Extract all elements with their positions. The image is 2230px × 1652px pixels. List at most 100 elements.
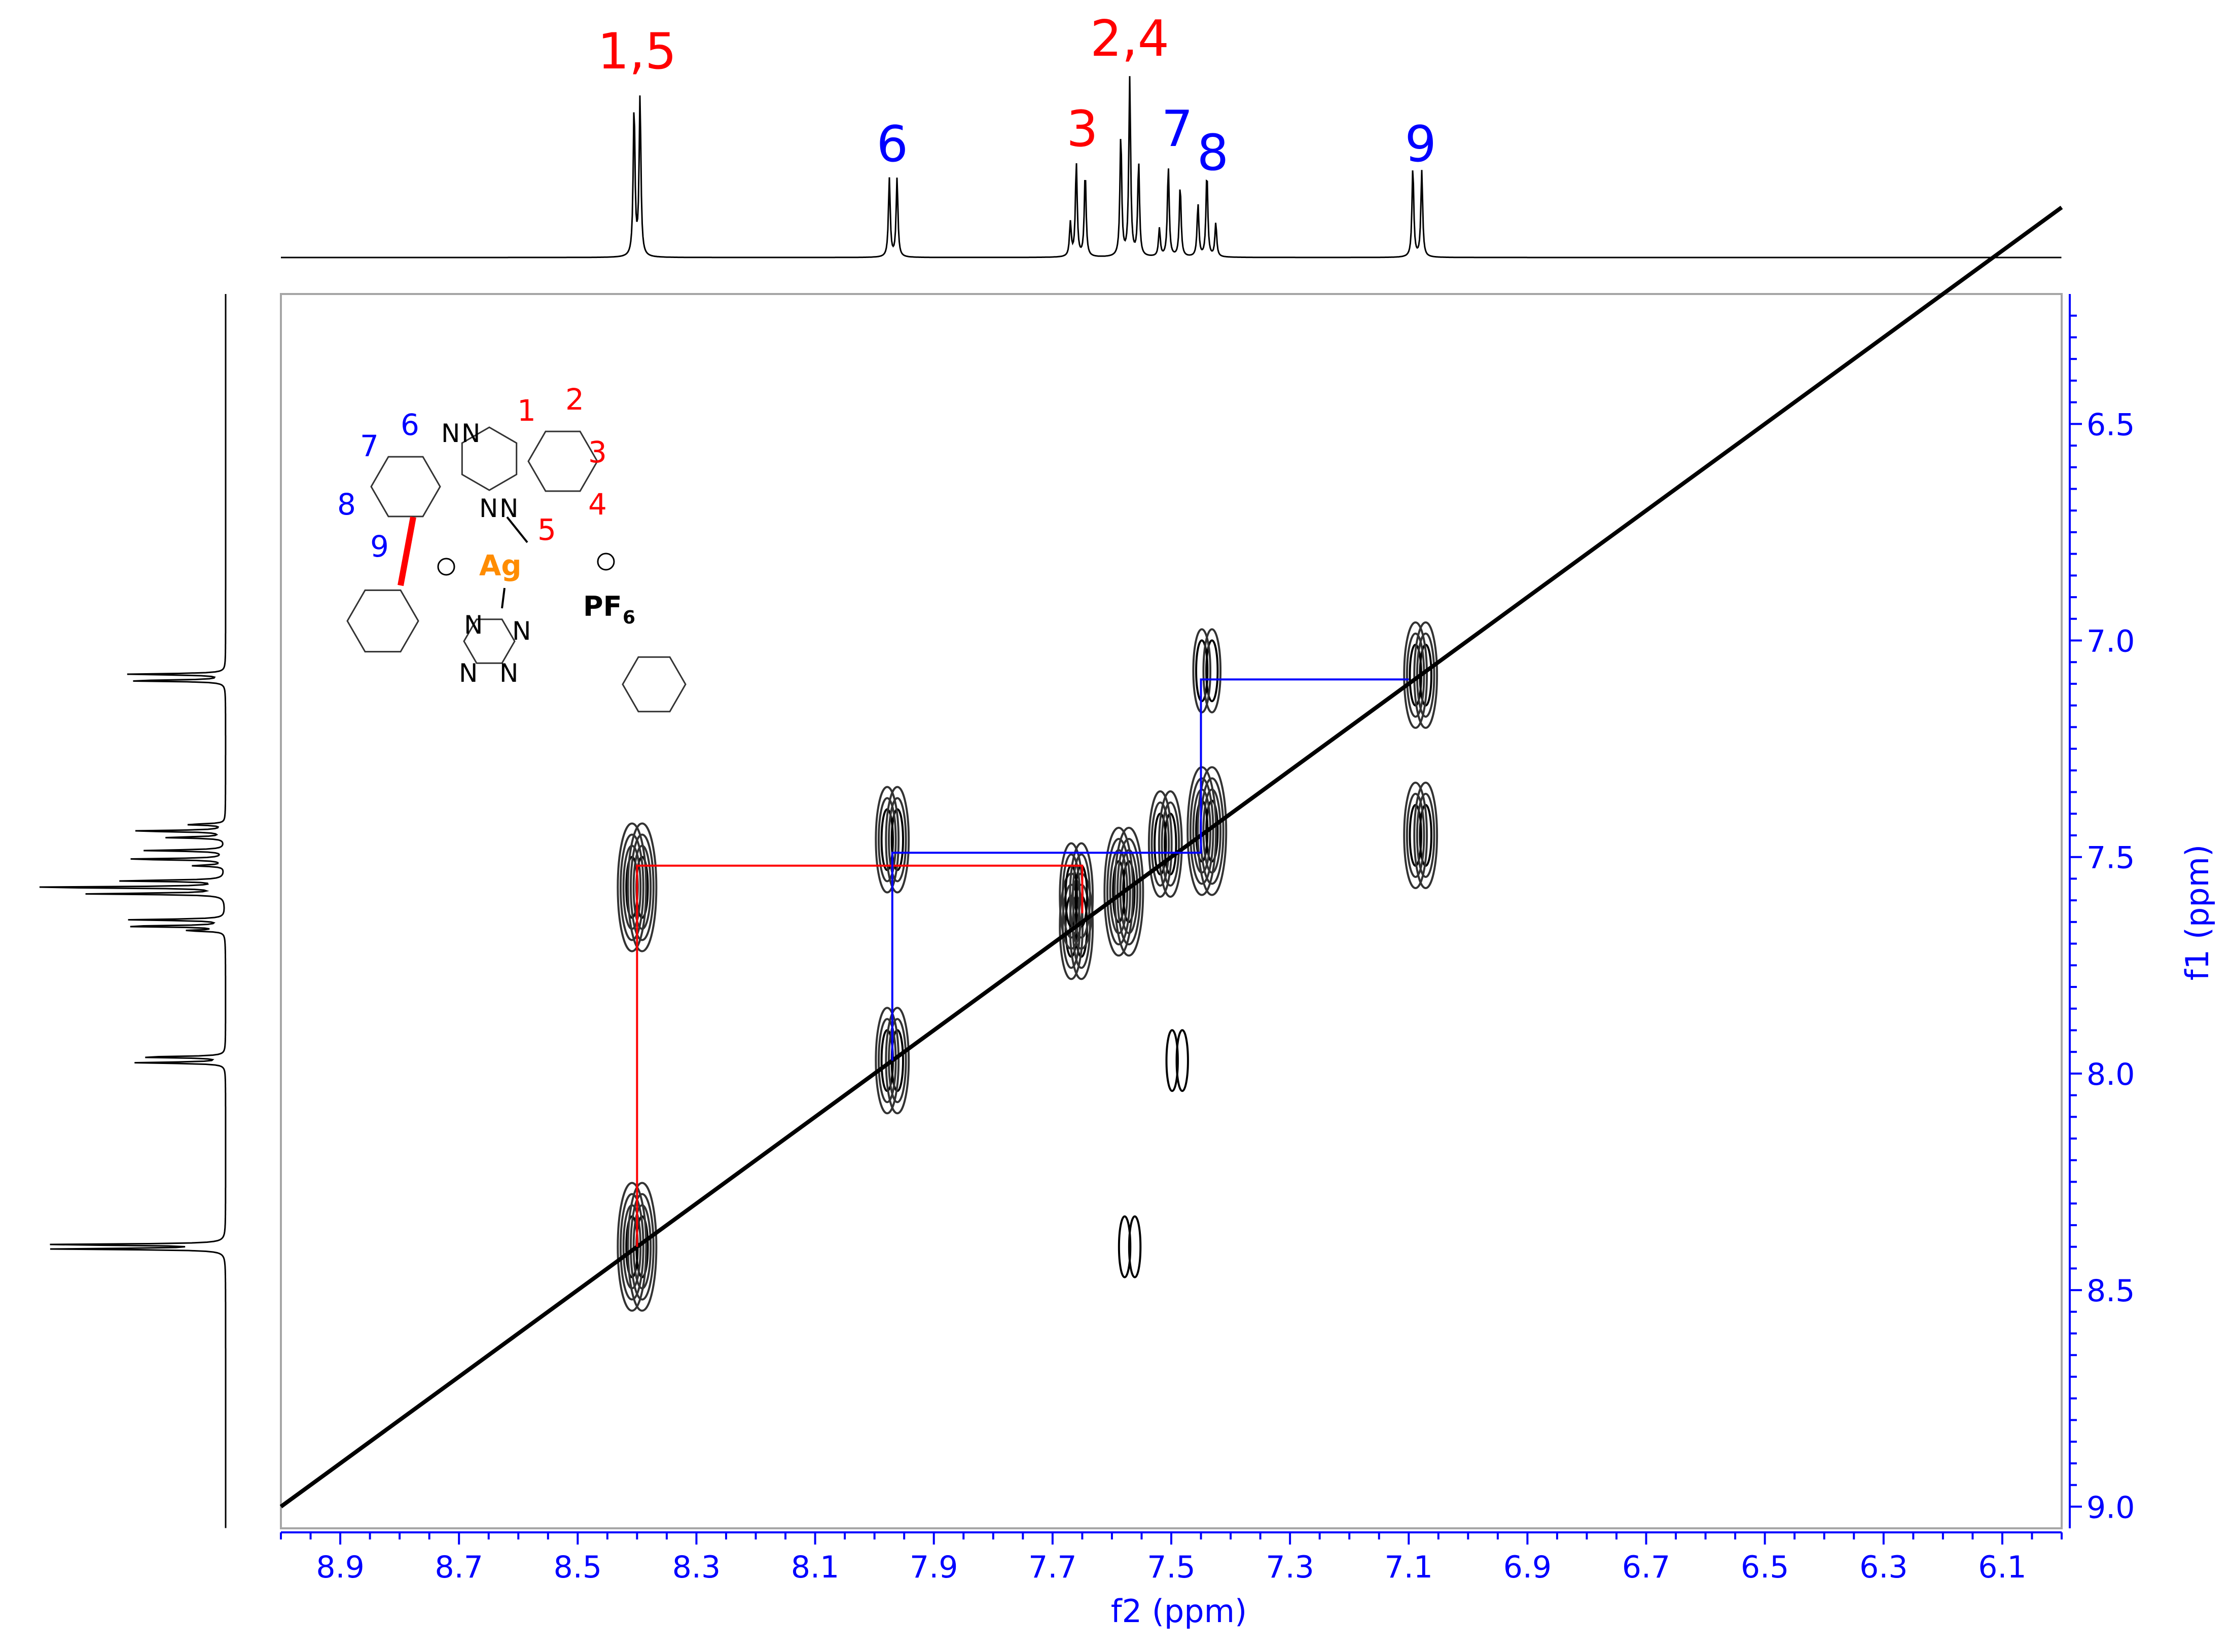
n-atom: N (461, 419, 480, 448)
x-tick-label: 7.3 (1266, 1550, 1314, 1585)
x-tick-label: 6.7 (1622, 1550, 1670, 1585)
n-atom: N (499, 658, 518, 688)
n-atom: N (459, 658, 478, 688)
contour-ring (1165, 1029, 1179, 1092)
x-tick-label: 6.1 (1978, 1550, 2026, 1585)
contour-ring (885, 786, 910, 894)
coordination-arrow (501, 588, 506, 609)
contour-ring (1403, 621, 1428, 729)
y-axis: 6.5 7.0 7.5 8.0 8.5 9.0 (2069, 294, 2135, 1528)
x-tick-label: 8.9 (316, 1550, 364, 1585)
peak-label: 6 (877, 116, 908, 173)
coordination-arrow (506, 516, 528, 543)
contour-ring (630, 1193, 655, 1301)
contour-ring (1205, 639, 1219, 703)
contour-ring (620, 1193, 644, 1301)
plot-frame (280, 293, 2063, 1529)
contour-ring (1061, 853, 1081, 939)
peak-label: 9 (1405, 116, 1436, 173)
proton-label: 5 (537, 512, 556, 547)
n-atom: N (499, 494, 518, 523)
cross-peak-contours (617, 621, 1438, 1312)
y-tick-label: 7.5 (2087, 840, 2135, 876)
contour-ring (617, 822, 648, 952)
peak-labels: 1,5 6 3 2,4 7 8 9 (597, 10, 1436, 182)
proton-label: 4 (588, 487, 607, 522)
y-tick-label: 7.0 (2087, 624, 2135, 659)
x-tick-label: 7.1 (1385, 1550, 1433, 1585)
correlation-path (891, 678, 1409, 1061)
top-1d-spectrum (281, 76, 2062, 259)
contour-ring (1416, 792, 1435, 878)
n-atom: N (479, 494, 498, 523)
contour-ring (875, 1007, 900, 1115)
left-1d-spectrum (39, 294, 227, 1528)
diagonal-line (279, 205, 2063, 1509)
contour-ring (630, 833, 655, 941)
contour-ring (1197, 766, 1228, 896)
contour-ring (1175, 1029, 1189, 1092)
x-tick-label: 7.7 (1028, 1550, 1076, 1585)
proton-label: 9 (370, 529, 389, 564)
y-tick-label: 8.0 (2087, 1057, 2135, 1092)
x-tick-label: 6.3 (1859, 1550, 1908, 1585)
contour-ring (1406, 632, 1425, 718)
contour-ring (1202, 628, 1222, 714)
top-spectrum-trace (281, 76, 2062, 259)
noe-contact-bond (398, 516, 416, 586)
contour-ring (1161, 801, 1180, 887)
peak-label: 8 (1197, 124, 1229, 182)
y-tick-label: 9.0 (2087, 1490, 2135, 1525)
x-tick-label: 7.5 (1147, 1550, 1195, 1585)
correlation-path (636, 864, 1084, 1247)
contour-ring (875, 786, 900, 894)
contour-ring (1416, 632, 1435, 718)
x-tick-label: 7.9 (910, 1550, 958, 1585)
peak-label: 3 (1066, 100, 1098, 158)
n-atom: N (512, 616, 531, 646)
contour-ring (627, 1182, 658, 1312)
contour-ring (887, 797, 907, 883)
proton-label: 2 (565, 382, 584, 417)
left-spectrum-trace (39, 294, 227, 1528)
proton-label: 3 (588, 435, 607, 469)
proton-label: 6 (401, 408, 419, 442)
phenyl-ring-6-9 (370, 456, 441, 518)
contour-ring (627, 822, 658, 952)
correlation-paths (636, 678, 1409, 1247)
contour-ring (1413, 781, 1438, 889)
x-tick-label: 8.7 (435, 1550, 483, 1585)
contour-ring (877, 1018, 897, 1104)
x-tick-label: 8.3 (672, 1550, 721, 1585)
proton-label: 7 (360, 429, 379, 463)
contour-ring (1406, 792, 1425, 878)
peak-label: 1,5 (597, 23, 676, 81)
contour-ring (1403, 781, 1428, 889)
peak-label: 2,4 (1090, 10, 1169, 68)
contour-ring (1069, 842, 1094, 950)
n-atom: N (464, 610, 483, 640)
contour-ring (1158, 790, 1183, 898)
anion-subscript: 6 (623, 607, 635, 628)
contour-ring (617, 1182, 648, 1312)
biphenyl-ring (346, 589, 419, 653)
contour-ring (1113, 827, 1144, 957)
contour-ring (620, 833, 644, 941)
anion-label: PF (583, 591, 622, 622)
contour-ring (1128, 1215, 1142, 1278)
contour-ring (1071, 853, 1091, 939)
contour-ring (877, 797, 897, 883)
diagonal (279, 205, 2063, 1509)
x-tick-label: 6.5 (1741, 1550, 1789, 1585)
contour-ring (887, 1018, 907, 1104)
contour-ring (885, 1007, 910, 1115)
proton-label: 1 (517, 393, 536, 428)
proton-label: 8 (337, 487, 356, 522)
contour-ring (1118, 1215, 1132, 1278)
y-tick-label: 8.5 (2087, 1273, 2135, 1309)
contour-ring (1413, 621, 1438, 729)
contour-ring (1150, 801, 1170, 887)
tetrazole-ring (463, 618, 516, 664)
